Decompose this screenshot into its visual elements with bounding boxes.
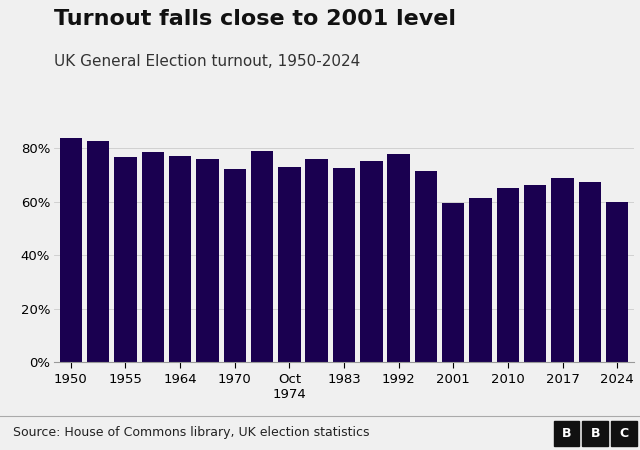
Bar bbox=[141, 152, 164, 362]
Text: Turnout falls close to 2001 level: Turnout falls close to 2001 level bbox=[54, 9, 456, 29]
Bar bbox=[497, 188, 519, 362]
Text: UK General Election turnout, 1950-2024: UK General Election turnout, 1950-2024 bbox=[54, 54, 361, 69]
Bar bbox=[251, 151, 273, 362]
Bar bbox=[333, 167, 355, 362]
Bar bbox=[387, 154, 410, 362]
Bar bbox=[305, 159, 328, 362]
Text: B: B bbox=[591, 427, 600, 440]
Bar bbox=[360, 161, 383, 362]
Text: C: C bbox=[620, 427, 628, 440]
Bar bbox=[169, 156, 191, 362]
Bar bbox=[469, 198, 492, 362]
Text: B: B bbox=[562, 427, 571, 440]
Bar bbox=[552, 178, 574, 362]
Bar bbox=[223, 170, 246, 362]
Bar bbox=[442, 203, 465, 362]
Bar bbox=[579, 182, 601, 362]
Bar bbox=[60, 138, 82, 362]
Bar bbox=[415, 171, 437, 362]
Bar bbox=[606, 202, 628, 362]
Bar bbox=[196, 159, 219, 362]
Bar bbox=[114, 157, 136, 362]
Bar bbox=[87, 141, 109, 362]
Bar bbox=[524, 185, 547, 362]
Text: Source: House of Commons library, UK election statistics: Source: House of Commons library, UK ele… bbox=[13, 427, 369, 439]
Bar bbox=[278, 167, 301, 362]
